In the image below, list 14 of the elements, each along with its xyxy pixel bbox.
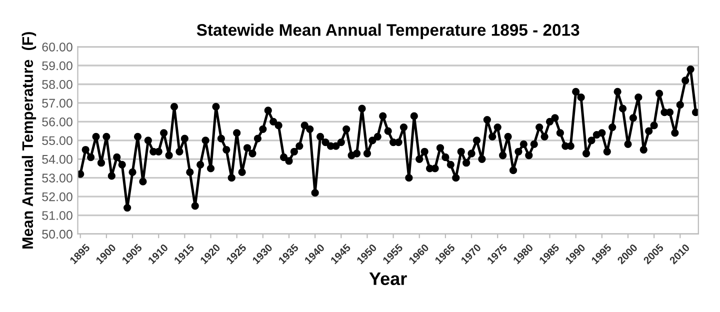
y-tick-label: 56.00	[42, 117, 72, 126]
y-tick-label: 50.00	[42, 230, 72, 239]
y-tick-label: 60.00	[42, 42, 72, 52]
y-tick-label: 55.00	[42, 136, 72, 146]
y-axis-title: Mean Annual Temperature (F)	[22, 32, 36, 248]
y-tick-label: 51.00	[42, 211, 72, 220]
chart-title: Statewide Mean Annual Temperature 1895 - 2013	[196, 24, 580, 40]
y-tick-label: 57.00	[42, 98, 72, 108]
x-axis-title: Year	[369, 272, 407, 286]
y-tick-label: 52.00	[42, 192, 72, 202]
y-tick-label: 58.00	[42, 80, 72, 89]
y-tick-label: 59.00	[42, 61, 72, 70]
y-tick-label: 53.00	[42, 174, 72, 182]
y-tick-label: 54.00	[42, 154, 72, 164]
